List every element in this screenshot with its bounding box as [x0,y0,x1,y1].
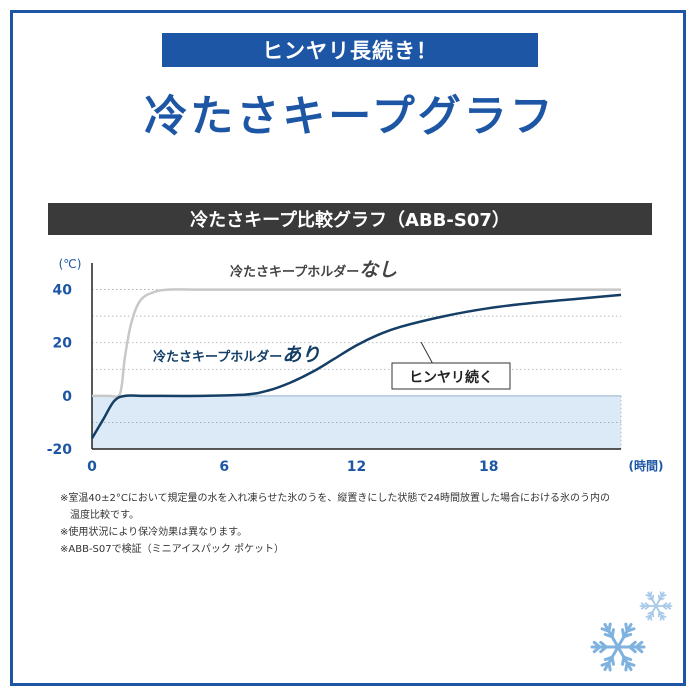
footnote-2: ※使用状況により保冷効果は異なります。 [60,527,248,538]
y-axis-unit: (℃) [59,257,82,271]
series-lines [90,288,622,440]
footnote-1: ※室温40±2°Cにおいて規定量の水を入れ凍らせた氷のうを、縦置きにした状態で2… [60,493,611,504]
footnote-3: ※ABB-S07で検証（ミニアイスパック ポケット） [60,544,284,555]
x-tick-label: 18 [479,459,498,475]
footnotes: ※室温40±2°Cにおいて規定量の水を入れ凍らせた氷のうを、縦置きにした状態で2… [60,490,660,558]
series-label-with-holder-text: 冷たさキープホルダー [153,349,282,365]
axes: 40 20 0 -20 (℃) 0 6 12 18 (時間) [47,257,664,475]
page-title: 冷たさキープグラフ [144,92,556,142]
snowflake-icon-large [590,622,646,672]
series-label-without-holder-text: 冷たさキープホルダー [230,264,359,280]
grid [92,289,622,449]
x-tick-label: 12 [347,459,366,475]
series-label-with-holder: 冷たさキープホルダーあり [153,344,320,366]
annotation-text: ヒンヤリ続く [409,369,493,386]
series-label-without-holder-emphasis: なし [359,259,397,281]
series-line-with-holder [90,293,622,440]
snowflake-icon-small [639,591,673,621]
chart-title: 冷たさキープ比較グラフ（ABB-S07） [48,203,652,235]
annotation-box [391,362,511,390]
x-axis-unit: (時間) [629,458,664,473]
y-tick-label: -20 [47,442,73,458]
y-tick-label: 40 [53,283,73,299]
series-label-without-holder: 冷たさキープホルダーなし [230,259,397,281]
y-tick-label: 20 [53,336,73,352]
tagline-banner: ヒンヤリ長続き！ [162,33,538,67]
footnote-1-cont: 温度比較です。 [70,510,139,521]
series-label-with-holder-emphasis: あり [282,344,320,366]
series-line-without-holder [92,288,621,398]
annotation-leader [420,341,435,367]
x-tick-label: 6 [219,459,229,475]
page-border [10,10,686,686]
y-tick-label: 0 [62,389,72,405]
x-tick-label: 0 [87,459,97,475]
